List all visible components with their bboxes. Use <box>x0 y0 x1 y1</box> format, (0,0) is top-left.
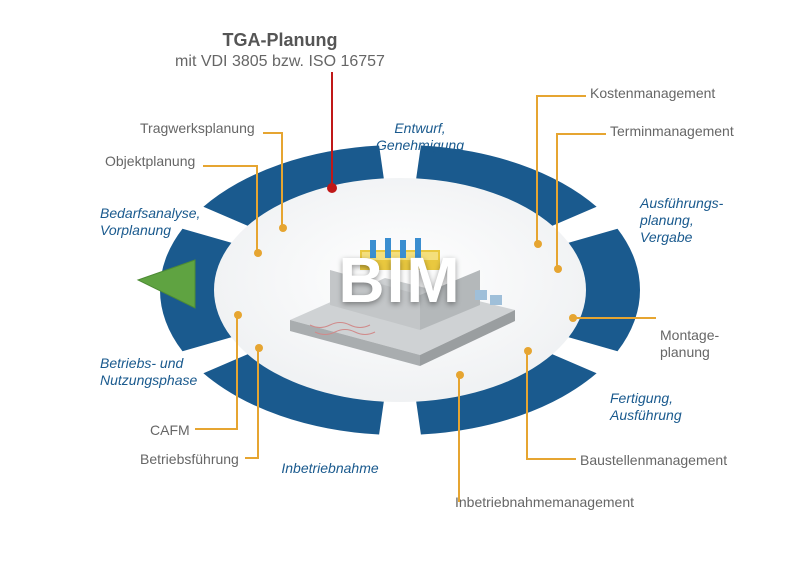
callout-line <box>556 133 558 269</box>
callout-dot <box>255 344 263 352</box>
item-terminmanagement: Terminmanagement <box>610 123 734 140</box>
highlight-callout-dot <box>327 183 337 193</box>
callout-line <box>236 315 238 430</box>
phase-bedarfsanalyse: Bedarfsanalyse, Vorplanung <box>100 205 200 239</box>
callout-dot <box>234 311 242 319</box>
callout-line <box>536 95 538 244</box>
highlight-header: TGA-Planung mit VDI 3805 bzw. ISO 16757 <box>175 30 385 71</box>
callout-dot <box>279 224 287 232</box>
callout-line <box>556 133 606 135</box>
callout-line <box>263 132 283 134</box>
callout-line <box>573 317 656 319</box>
item-betriebsfuehrung: Betriebsführung <box>140 451 239 468</box>
callout-dot <box>254 249 262 257</box>
callout-dot <box>534 240 542 248</box>
item-cafm: CAFM <box>150 422 190 439</box>
callout-line <box>195 428 238 430</box>
callout-line <box>281 132 283 228</box>
highlight-callout-line <box>331 72 333 188</box>
phase-betrieb: Betriebs- und Nutzungsphase <box>100 355 197 389</box>
callout-line <box>526 351 528 460</box>
highlight-header-line1: TGA-Planung <box>175 30 385 51</box>
center-title: BIM <box>338 243 461 317</box>
callout-line <box>257 348 259 459</box>
bim-lifecycle-diagram: BIM TGA-Planung mit VDI 3805 bzw. ISO 16… <box>0 0 800 566</box>
callout-line <box>458 375 460 502</box>
callout-line <box>245 457 259 459</box>
item-objektplanung: Objektplanung <box>105 153 195 170</box>
phase-entwurf: Entwurf, Genehmigung <box>376 120 464 154</box>
callout-line <box>203 165 258 167</box>
callout-dot <box>456 371 464 379</box>
item-baustellenmanagement: Baustellenmanagement <box>580 452 727 469</box>
item-kostenmanagement: Kostenmanagement <box>590 85 715 102</box>
callout-line <box>536 95 586 97</box>
callout-line <box>526 458 576 460</box>
highlight-header-line2: mit VDI 3805 bzw. ISO 16757 <box>175 53 385 71</box>
phase-inbetriebnahme: Inbetriebnahme <box>281 460 378 477</box>
callout-dot <box>524 347 532 355</box>
callout-dot <box>554 265 562 273</box>
item-montageplanung: Montage- planung <box>660 310 719 360</box>
callout-line <box>256 165 258 253</box>
phase-fertigung: Fertigung, Ausführung <box>610 390 682 424</box>
item-tragwerksplanung: Tragwerksplanung <box>140 120 255 137</box>
item-inbetriebnahmemanagement: Inbetriebnahmemanagement <box>455 494 634 511</box>
phase-ausfuehrungsplanung: Ausführungs- planung, Vergabe <box>640 195 723 245</box>
callout-dot <box>569 314 577 322</box>
